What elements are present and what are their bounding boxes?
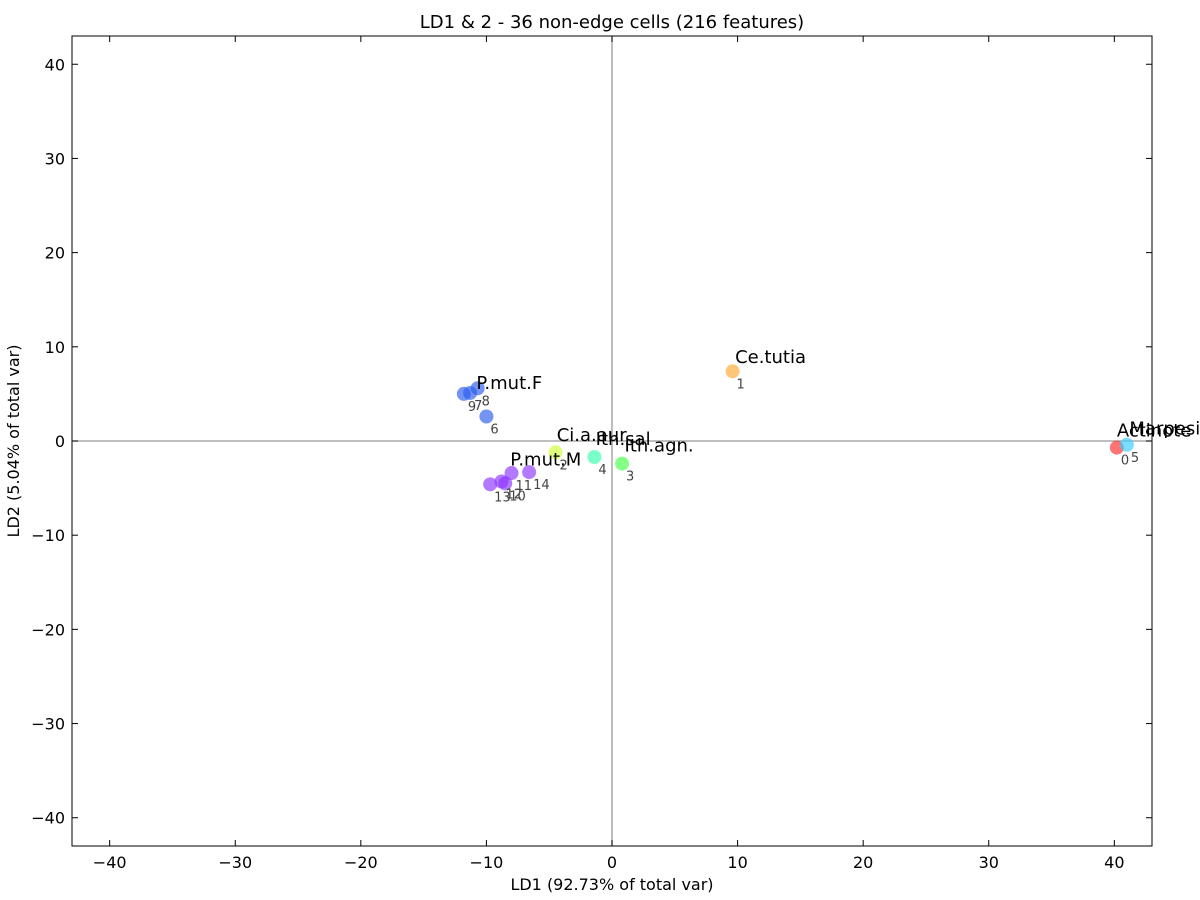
x-tick-label: 40	[1104, 853, 1124, 872]
data-point	[470, 381, 485, 396]
zero-lines	[72, 36, 1152, 846]
point-index-label: 10	[509, 489, 526, 504]
point-index-label: 3	[626, 470, 634, 485]
point-index-label: 8	[482, 394, 490, 409]
point-index-label: 0	[1121, 454, 1129, 469]
data-point	[587, 450, 602, 465]
point-index-label: 7	[474, 399, 482, 414]
x-axis-label: LD1 (92.73% of total var)	[510, 875, 713, 894]
point-index-label: 1	[737, 377, 745, 392]
point-index-label: 5	[1131, 451, 1139, 466]
data-points	[456, 364, 1134, 492]
y-tick-label: −10	[31, 526, 65, 545]
data-point	[483, 477, 498, 492]
x-tick-label: 20	[853, 853, 873, 872]
data-point	[522, 465, 537, 480]
group-label: P.mut.F	[476, 373, 542, 394]
x-tick-label: 0	[607, 853, 617, 872]
x-tick-label: −10	[470, 853, 504, 872]
group-label: Marpesia	[1129, 418, 1200, 439]
data-point	[548, 445, 563, 460]
point-labels: 0 Actinote 1 Ce.tutia 2 Ci.a.aur 3 Ith.agn. 4 Ith…	[468, 347, 1200, 506]
x-tick-label: 30	[979, 853, 999, 872]
point-index-label: 14	[533, 478, 550, 493]
data-point	[1119, 437, 1134, 452]
group-label: Ci.a.aur	[557, 425, 627, 446]
group-label: Ce.tutia	[735, 347, 806, 368]
y-tick-label: 30	[45, 149, 65, 168]
group-label: P.mut.M	[510, 449, 581, 470]
y-tick-label: 0	[55, 432, 65, 451]
y-tick-label: −40	[31, 809, 65, 828]
data-point	[504, 466, 519, 481]
y-tick-label: 10	[45, 338, 65, 357]
y-axis-label: LD2 (5.04% of total var)	[4, 345, 23, 538]
y-tick-label: −30	[31, 715, 65, 734]
y-tick-label: 40	[45, 55, 65, 74]
data-point	[725, 364, 740, 379]
y-tick-label: −20	[31, 620, 65, 639]
chart-title: LD1 & 2 - 36 non-edge cells (216 feature…	[420, 12, 804, 33]
point-index-label: 13	[494, 490, 511, 505]
data-point	[615, 456, 630, 471]
data-point	[456, 386, 471, 401]
x-tick-label: 10	[727, 853, 747, 872]
x-tick-label: −40	[93, 853, 127, 872]
point-index-label: 12	[505, 488, 522, 503]
group-label: Ith.agn.	[625, 435, 694, 456]
point-index-label: 2	[559, 458, 567, 473]
axis-ticks: −40 −30 −20 −10 0 10 20 30 40−40−30−20−100102030…	[31, 36, 1152, 872]
y-tick-label: 20	[45, 244, 65, 263]
group-label: Ith.sal	[596, 429, 651, 450]
point-index-label: 6	[490, 423, 498, 438]
data-point	[494, 474, 509, 489]
point-index-label: 9	[468, 400, 476, 415]
x-tick-label: −20	[344, 853, 378, 872]
point-index-label: 4	[598, 463, 606, 478]
x-tick-label: −30	[218, 853, 252, 872]
point-index-label: 11	[516, 479, 533, 494]
group-label: Actinote	[1117, 420, 1192, 441]
data-point	[479, 409, 494, 424]
